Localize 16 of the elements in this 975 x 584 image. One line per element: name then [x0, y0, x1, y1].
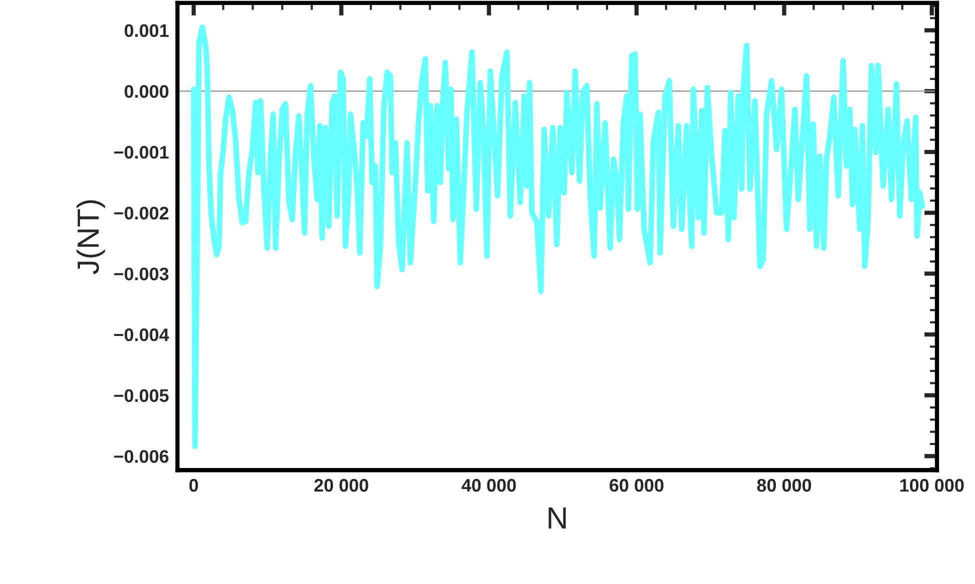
y-tick-label: 0.001: [124, 24, 169, 38]
y-tick-label: −0.005: [114, 389, 169, 402]
y-tick-label: −0.002: [114, 206, 168, 220]
x-tick-label: 60 000: [610, 478, 664, 492]
x-tick-label: 40 000: [462, 478, 516, 492]
x-tick-label: 0: [189, 478, 198, 492]
x-tick-label: 20 000: [314, 478, 368, 492]
y-tick-label: −0.003: [114, 268, 168, 280]
y-tick-label: −0.001: [114, 146, 169, 159]
y-tick-label: 0.000: [124, 85, 168, 98]
y-tick-label: −0.004: [114, 328, 170, 342]
x-tick-label: 80 000: [757, 478, 812, 492]
x-tick-label: 100 000: [900, 478, 964, 492]
y-tick-label: −0.006: [114, 450, 168, 463]
y-axis-title: J(NT): [76, 200, 106, 274]
x-axis-title: N: [548, 508, 566, 529]
